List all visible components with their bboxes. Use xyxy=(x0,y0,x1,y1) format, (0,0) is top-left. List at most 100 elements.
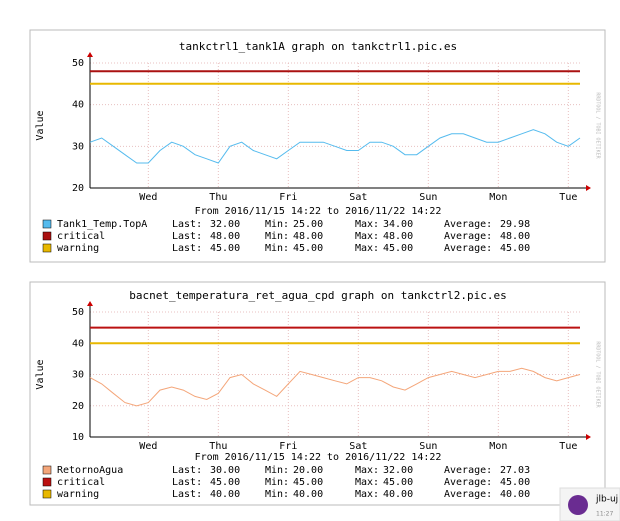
stat-value: 30.00 xyxy=(210,465,240,476)
stat-label: Min: xyxy=(265,219,289,230)
chart-title: tankctrl1_tank1A graph on tankctrl1.pic.… xyxy=(179,40,457,53)
legend-label: warning xyxy=(57,489,99,500)
chart-frame xyxy=(29,29,606,263)
stat-value: 32.00 xyxy=(383,465,413,476)
stat-value: 40.00 xyxy=(293,489,323,500)
stat-label: Last: xyxy=(172,219,202,230)
stat-value: 40.00 xyxy=(210,489,240,500)
stat-value: 45.00 xyxy=(383,477,413,488)
stat-label: Max: xyxy=(355,489,379,500)
legend-swatch xyxy=(42,489,52,499)
x-tick-label: Wed xyxy=(139,192,157,203)
x-tick-label: Mon xyxy=(489,192,507,203)
stat-label: Last: xyxy=(172,231,202,242)
legend-label: critical xyxy=(57,477,105,488)
chart-title: bacnet_temperatura_ret_agua_cpd graph on… xyxy=(129,289,507,302)
y-tick-label: 30 xyxy=(72,370,84,381)
stat-label: Average: xyxy=(444,477,492,488)
notification[interactable]: jlb-uj 11:27 xyxy=(559,487,620,521)
axis-arrow xyxy=(586,434,591,440)
stat-label: Last: xyxy=(172,243,202,254)
x-tick-label: Sun xyxy=(419,441,437,452)
stat-value: 48.00 xyxy=(293,231,323,242)
watermark: RRDTOOL / TOBI OETIKER xyxy=(595,341,601,408)
stat-value: 32.00 xyxy=(210,219,240,230)
stat-value: 27.03 xyxy=(500,465,530,476)
legend-swatch xyxy=(42,465,52,475)
notification-time: 11:27 xyxy=(596,511,613,518)
stat-value: 34.00 xyxy=(383,219,413,230)
stat-label: Last: xyxy=(172,489,202,500)
stat-value: 48.00 xyxy=(500,231,530,242)
stat-label: Max: xyxy=(355,477,379,488)
y-tick-label: 50 xyxy=(72,307,84,318)
watermark: RRDTOOL / TOBI OETIKER xyxy=(595,92,601,159)
series-line xyxy=(89,367,581,407)
x-tick-label: Tue xyxy=(559,192,577,203)
y-tick-label: 40 xyxy=(72,100,84,111)
stat-label: Last: xyxy=(172,465,202,476)
legend-swatch xyxy=(42,219,52,229)
y-tick-label: 20 xyxy=(72,401,84,412)
y-axis-label: Value xyxy=(35,110,46,140)
stat-label: Max: xyxy=(355,465,379,476)
stat-label: Max: xyxy=(355,219,379,230)
stat-label: Average: xyxy=(444,219,492,230)
stat-value: 40.00 xyxy=(383,489,413,500)
axis-arrow xyxy=(87,301,93,306)
notification-icon xyxy=(568,495,588,515)
stat-label: Max: xyxy=(355,243,379,254)
x-axis-label: From 2016/11/15 14:22 to 2016/11/22 14:2… xyxy=(195,452,442,463)
stat-value: 48.00 xyxy=(383,231,413,242)
stat-label: Max: xyxy=(355,231,379,242)
stat-label: Average: xyxy=(444,243,492,254)
stat-label: Average: xyxy=(444,465,492,476)
stat-label: Min: xyxy=(265,489,289,500)
x-tick-label: Tue xyxy=(559,441,577,452)
stat-label: Average: xyxy=(444,489,492,500)
stat-value: 45.00 xyxy=(293,243,323,254)
stat-label: Min: xyxy=(265,465,289,476)
series-line xyxy=(89,129,581,164)
axis-arrow xyxy=(586,185,591,191)
stat-label: Min: xyxy=(265,477,289,488)
stat-value: 45.00 xyxy=(210,243,240,254)
x-tick-label: Thu xyxy=(209,192,227,203)
y-tick-label: 10 xyxy=(72,432,84,443)
stat-value: 48.00 xyxy=(210,231,240,242)
stat-label: Average: xyxy=(444,231,492,242)
x-tick-label: Sat xyxy=(349,192,367,203)
x-tick-label: Fri xyxy=(279,441,297,452)
stat-value: 25.00 xyxy=(293,219,323,230)
x-tick-label: Fri xyxy=(279,192,297,203)
legend-label: warning xyxy=(57,243,99,254)
legend-swatch xyxy=(42,243,52,253)
x-tick-label: Mon xyxy=(489,441,507,452)
legend-label: RetornoAgua xyxy=(57,465,123,476)
chart-frame xyxy=(29,281,606,506)
x-tick-label: Wed xyxy=(139,441,157,452)
y-tick-label: 30 xyxy=(72,141,84,152)
legend-swatch xyxy=(42,477,52,487)
legend-label: Tank1_Temp.TopA xyxy=(57,219,147,230)
y-axis-label: Value xyxy=(35,359,46,389)
x-tick-label: Sat xyxy=(349,441,367,452)
notification-title: jlb-uj xyxy=(595,495,618,505)
stat-value: 45.00 xyxy=(210,477,240,488)
stat-value: 29.98 xyxy=(500,219,530,230)
stat-value: 45.00 xyxy=(293,477,323,488)
legend-swatch xyxy=(42,231,52,241)
y-tick-label: 20 xyxy=(72,183,84,194)
stat-label: Min: xyxy=(265,231,289,242)
x-tick-label: Sun xyxy=(419,192,437,203)
stat-value: 45.00 xyxy=(383,243,413,254)
x-axis-label: From 2016/11/15 14:22 to 2016/11/22 14:2… xyxy=(195,206,442,217)
y-tick-label: 50 xyxy=(72,58,84,69)
x-tick-label: Thu xyxy=(209,441,227,452)
stat-value: 20.00 xyxy=(293,465,323,476)
stat-value: 45.00 xyxy=(500,243,530,254)
stat-value: 40.00 xyxy=(500,489,530,500)
legend-label: critical xyxy=(57,231,105,242)
